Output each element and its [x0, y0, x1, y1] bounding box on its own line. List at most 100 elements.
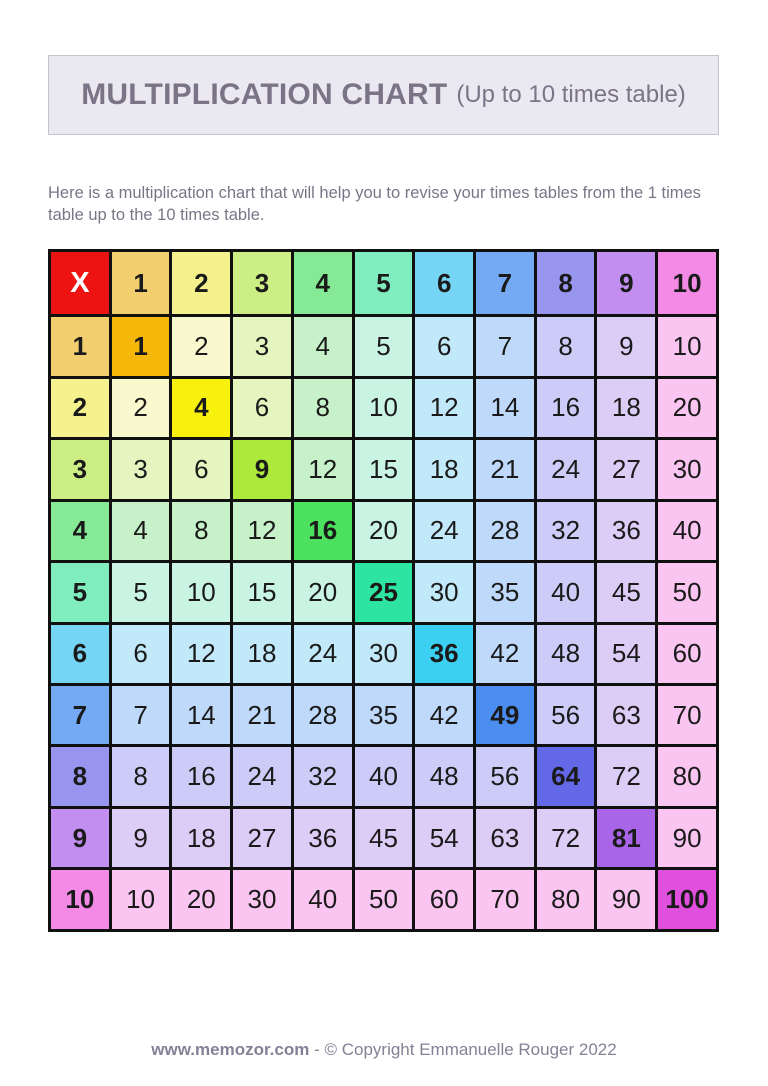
product-cell-3x10: 30	[655, 437, 719, 502]
product-cell-9x9: 81	[594, 805, 659, 871]
product-cell-2x10: 20	[655, 375, 719, 441]
product-cell-5x5: 25	[351, 560, 416, 625]
product-cell-10x6: 60	[412, 867, 477, 932]
page-subtitle: (Up to 10 times table)	[456, 81, 686, 108]
product-cell-9x4: 36	[290, 805, 355, 871]
row-header-2: 2	[48, 375, 112, 441]
product-cell-1x6: 6	[412, 314, 477, 379]
row-header-3: 3	[48, 437, 112, 502]
product-cell-9x1: 9	[108, 805, 173, 871]
product-cell-7x1: 7	[108, 682, 173, 748]
product-cell-5x8: 40	[533, 560, 598, 625]
product-cell-6x3: 18	[230, 621, 294, 687]
product-cell-4x7: 28	[473, 498, 537, 564]
product-cell-7x5: 35	[351, 682, 416, 748]
product-cell-8x2: 16	[169, 744, 234, 809]
product-cell-3x7: 21	[473, 437, 537, 502]
product-cell-9x8: 72	[533, 805, 598, 871]
row-header-9: 9	[48, 805, 112, 871]
product-cell-1x4: 4	[290, 314, 355, 379]
product-cell-5x7: 35	[473, 560, 537, 625]
row-header-10: 10	[48, 867, 112, 932]
product-cell-7x4: 28	[290, 682, 355, 748]
product-cell-3x8: 24	[533, 437, 598, 502]
product-cell-2x1: 2	[108, 375, 173, 441]
product-cell-8x9: 72	[594, 744, 659, 809]
product-cell-8x3: 24	[230, 744, 294, 809]
product-cell-10x10: 100	[655, 867, 719, 932]
product-cell-4x5: 20	[351, 498, 416, 564]
product-cell-6x8: 48	[533, 621, 598, 687]
product-cell-1x7: 7	[473, 314, 537, 379]
product-cell-4x9: 36	[594, 498, 659, 564]
footer: www.memozor.com - © Copyright Emmanuelle…	[0, 1040, 768, 1060]
multiplication-grid: X 1 2 3 4 5 6 7 8 9 10 1 1 2 3 4 5 6 7 8 9 10 2 2 4 6 8 10 12 14 16 18 2…	[48, 248, 719, 932]
row-header-4: 4	[48, 498, 112, 564]
product-cell-5x6: 30	[412, 560, 477, 625]
col-header-4: 4	[290, 248, 355, 318]
product-cell-7x10: 70	[655, 682, 719, 748]
product-cell-7x2: 14	[169, 682, 234, 748]
page-title: MULTIPLICATION CHART	[81, 78, 448, 111]
row-header-1: 1	[48, 314, 112, 379]
product-cell-10x8: 80	[533, 867, 598, 932]
product-cell-1x8: 8	[533, 314, 598, 379]
product-cell-3x1: 3	[108, 437, 173, 502]
product-cell-10x2: 20	[169, 867, 234, 932]
product-cell-9x2: 18	[169, 805, 234, 871]
product-cell-9x3: 27	[230, 805, 294, 871]
col-header-5: 5	[351, 248, 416, 318]
product-cell-4x8: 32	[533, 498, 598, 564]
product-cell-5x3: 15	[230, 560, 294, 625]
product-cell-6x1: 6	[108, 621, 173, 687]
product-cell-5x10: 50	[655, 560, 719, 625]
product-cell-3x5: 15	[351, 437, 416, 502]
col-header-10: 10	[655, 248, 719, 318]
product-cell-2x2: 4	[169, 375, 234, 441]
product-cell-6x7: 42	[473, 621, 537, 687]
product-cell-9x5: 45	[351, 805, 416, 871]
footer-copyright: © Copyright Emmanuelle Rouger 2022	[324, 1040, 617, 1059]
title-box: MULTIPLICATION CHART (Up to 10 times tab…	[48, 55, 719, 135]
product-cell-2x3: 6	[230, 375, 294, 441]
product-cell-2x6: 12	[412, 375, 477, 441]
product-cell-2x7: 14	[473, 375, 537, 441]
product-cell-6x4: 24	[290, 621, 355, 687]
product-cell-1x9: 9	[594, 314, 659, 379]
footer-separator: -	[314, 1040, 325, 1059]
product-cell-1x3: 3	[230, 314, 294, 379]
product-cell-9x6: 54	[412, 805, 477, 871]
product-cell-3x2: 6	[169, 437, 234, 502]
product-cell-1x5: 5	[351, 314, 416, 379]
row-header-7: 7	[48, 682, 112, 748]
product-cell-1x1: 1	[108, 314, 173, 379]
product-cell-5x1: 5	[108, 560, 173, 625]
product-cell-1x10: 10	[655, 314, 719, 379]
product-cell-7x8: 56	[533, 682, 598, 748]
product-cell-4x6: 24	[412, 498, 477, 564]
product-cell-9x10: 90	[655, 805, 719, 871]
row-header-8: 8	[48, 744, 112, 809]
product-cell-7x3: 21	[230, 682, 294, 748]
product-cell-7x9: 63	[594, 682, 659, 748]
product-cell-6x6: 36	[412, 621, 477, 687]
product-cell-2x9: 18	[594, 375, 659, 441]
product-cell-10x5: 50	[351, 867, 416, 932]
product-cell-5x9: 45	[594, 560, 659, 625]
product-cell-3x3: 9	[230, 437, 294, 502]
product-cell-6x10: 60	[655, 621, 719, 687]
product-cell-3x9: 27	[594, 437, 659, 502]
operator-cell: X	[48, 248, 112, 318]
col-header-8: 8	[533, 248, 598, 318]
col-header-3: 3	[230, 248, 294, 318]
product-cell-9x7: 63	[473, 805, 537, 871]
product-cell-4x10: 40	[655, 498, 719, 564]
col-header-7: 7	[473, 248, 537, 318]
product-cell-3x6: 18	[412, 437, 477, 502]
product-cell-8x10: 80	[655, 744, 719, 809]
product-cell-2x8: 16	[533, 375, 598, 441]
product-cell-6x9: 54	[594, 621, 659, 687]
product-cell-3x4: 12	[290, 437, 355, 502]
product-cell-5x4: 20	[290, 560, 355, 625]
col-header-1: 1	[108, 248, 173, 318]
